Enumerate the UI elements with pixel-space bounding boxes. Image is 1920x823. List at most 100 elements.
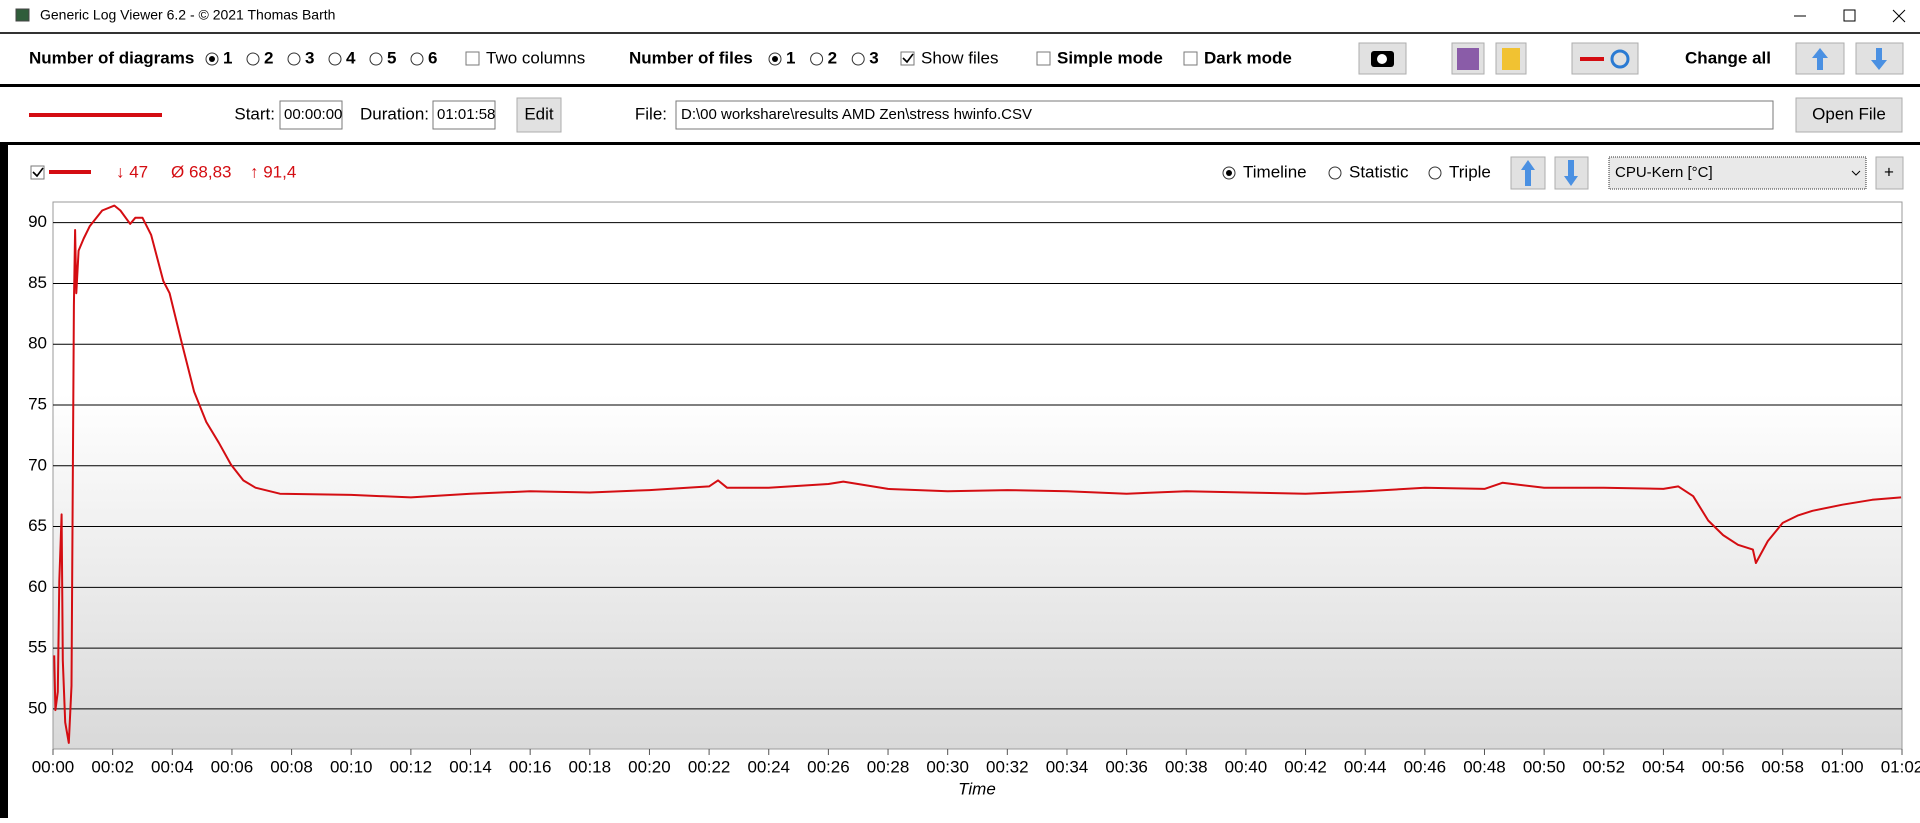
x-tick-label: 00:04: [151, 757, 194, 776]
x-tick-label: 01:02: [1881, 757, 1920, 776]
diagrams-label: Number of diagrams: [29, 48, 194, 67]
x-tick-label: 00:02: [91, 757, 134, 776]
refresh-icon: [1610, 49, 1630, 69]
maximize-button[interactable]: [1843, 9, 1856, 22]
radio-button[interactable]: [287, 52, 301, 66]
edit-label: Edit: [524, 104, 554, 123]
radio-dot: [772, 56, 778, 62]
dark-mode-label[interactable]: Dark mode: [1204, 48, 1292, 67]
diagram-option[interactable]: 3: [305, 48, 314, 67]
files-label: Number of files: [629, 48, 753, 67]
separator: [0, 32, 1920, 34]
view-option[interactable]: Statistic: [1349, 162, 1409, 181]
x-tick-label: 01:00: [1821, 757, 1864, 776]
x-tick-label: 00:36: [1105, 757, 1148, 776]
diagram-option[interactable]: 1: [223, 48, 232, 67]
edit-button[interactable]: [516, 97, 562, 133]
radio-button[interactable]: [410, 52, 424, 66]
y-tick-label: 55: [28, 638, 47, 657]
y-tick-label: 75: [28, 394, 47, 413]
x-tick-label: 00:44: [1344, 757, 1387, 776]
y-tick-label: 60: [28, 577, 47, 596]
radio-button[interactable]: [810, 52, 824, 66]
x-tick-label: 00:16: [509, 757, 552, 776]
x-tick-label: 00:12: [390, 757, 433, 776]
simple-mode-label[interactable]: Simple mode: [1057, 48, 1163, 67]
radio-button[interactable]: [246, 52, 260, 66]
radio-button[interactable]: [1428, 166, 1442, 180]
change-all-label: Change all: [1685, 48, 1771, 67]
down-arrow-icon: [1564, 160, 1578, 186]
x-tick-label: 00:10: [330, 757, 373, 776]
file-path: D:\00 workshare\results AMD Zen\stress h…: [681, 106, 1032, 123]
x-tick-label: 00:46: [1404, 757, 1447, 776]
x-tick-label: 00:32: [986, 757, 1029, 776]
diagram-option[interactable]: 5: [387, 48, 396, 67]
x-tick-label: 00:08: [270, 757, 313, 776]
app-icon: [15, 8, 30, 22]
check-mark: [902, 53, 914, 64]
x-axis-title: Time: [958, 779, 996, 798]
x-tick-label: 00:18: [569, 757, 612, 776]
file-path-input[interactable]: [675, 100, 1774, 130]
start-input[interactable]: [279, 100, 343, 130]
y-tick-label: 65: [28, 516, 47, 535]
up-arrow-icon: [1812, 48, 1828, 70]
y-tick-label: 50: [28, 698, 47, 717]
radio-dot: [209, 56, 215, 62]
close-button[interactable]: [1892, 9, 1906, 23]
x-tick-label: 00:52: [1583, 757, 1626, 776]
start-label: Start:: [234, 104, 275, 123]
separator: [0, 84, 1920, 87]
diagram-option[interactable]: 6: [428, 48, 437, 67]
x-tick-label: 00:22: [688, 757, 731, 776]
left-border: [0, 145, 8, 818]
radio-button[interactable]: [328, 52, 342, 66]
start-value: 00:00:00: [284, 106, 342, 123]
checkbox[interactable]: [30, 165, 45, 180]
x-tick-label: 00:00: [32, 757, 75, 776]
add-button[interactable]: [1875, 156, 1904, 190]
checkbox[interactable]: [465, 51, 480, 66]
x-tick-label: 00:56: [1702, 757, 1745, 776]
window-title: Generic Log Viewer 6.2 - © 2021 Thomas B…: [40, 7, 335, 23]
radio-button[interactable]: [1328, 166, 1342, 180]
sensor-dropdown[interactable]: [1608, 156, 1867, 190]
open-file-button[interactable]: [1795, 97, 1903, 133]
view-option[interactable]: Timeline: [1243, 162, 1307, 181]
show-files-label[interactable]: Show files: [921, 48, 998, 67]
y-tick-label: 85: [28, 273, 47, 292]
x-tick-label: 00:48: [1463, 757, 1506, 776]
x-tick-label: 00:54: [1642, 757, 1685, 776]
folder-icon: [1502, 48, 1520, 70]
camera-lens: [1377, 54, 1387, 64]
down-arrow-icon: [1871, 48, 1887, 70]
check-mark: [32, 167, 44, 178]
file-option[interactable]: 1: [786, 48, 795, 67]
diagram-option[interactable]: 4: [346, 48, 356, 67]
max-value: ↑ 91,4: [250, 162, 296, 181]
y-tick-label: 80: [28, 334, 47, 353]
diagram-option[interactable]: 2: [264, 48, 273, 67]
file-option[interactable]: 3: [869, 48, 878, 67]
radio-button[interactable]: [851, 52, 865, 66]
x-tick-label: 00:38: [1165, 757, 1208, 776]
min-value: ↓ 47: [116, 162, 148, 181]
two-columns-label[interactable]: Two columns: [486, 48, 585, 67]
view-option[interactable]: Triple: [1449, 162, 1491, 181]
separator: [0, 142, 1920, 145]
x-tick-label: 00:20: [628, 757, 671, 776]
x-tick-label: 00:26: [807, 757, 850, 776]
save-icon: [1457, 48, 1479, 70]
y-tick-label: 70: [28, 455, 47, 474]
checkbox[interactable]: [1183, 51, 1198, 66]
radio-button[interactable]: [369, 52, 383, 66]
checkbox[interactable]: [1036, 51, 1051, 66]
duration-input[interactable]: [432, 100, 496, 130]
x-tick-label: 00:58: [1761, 757, 1804, 776]
checkbox[interactable]: [900, 51, 915, 66]
x-tick-label: 00:34: [1046, 757, 1089, 776]
file-option[interactable]: 2: [828, 48, 837, 67]
x-tick-label: 00:24: [747, 757, 790, 776]
